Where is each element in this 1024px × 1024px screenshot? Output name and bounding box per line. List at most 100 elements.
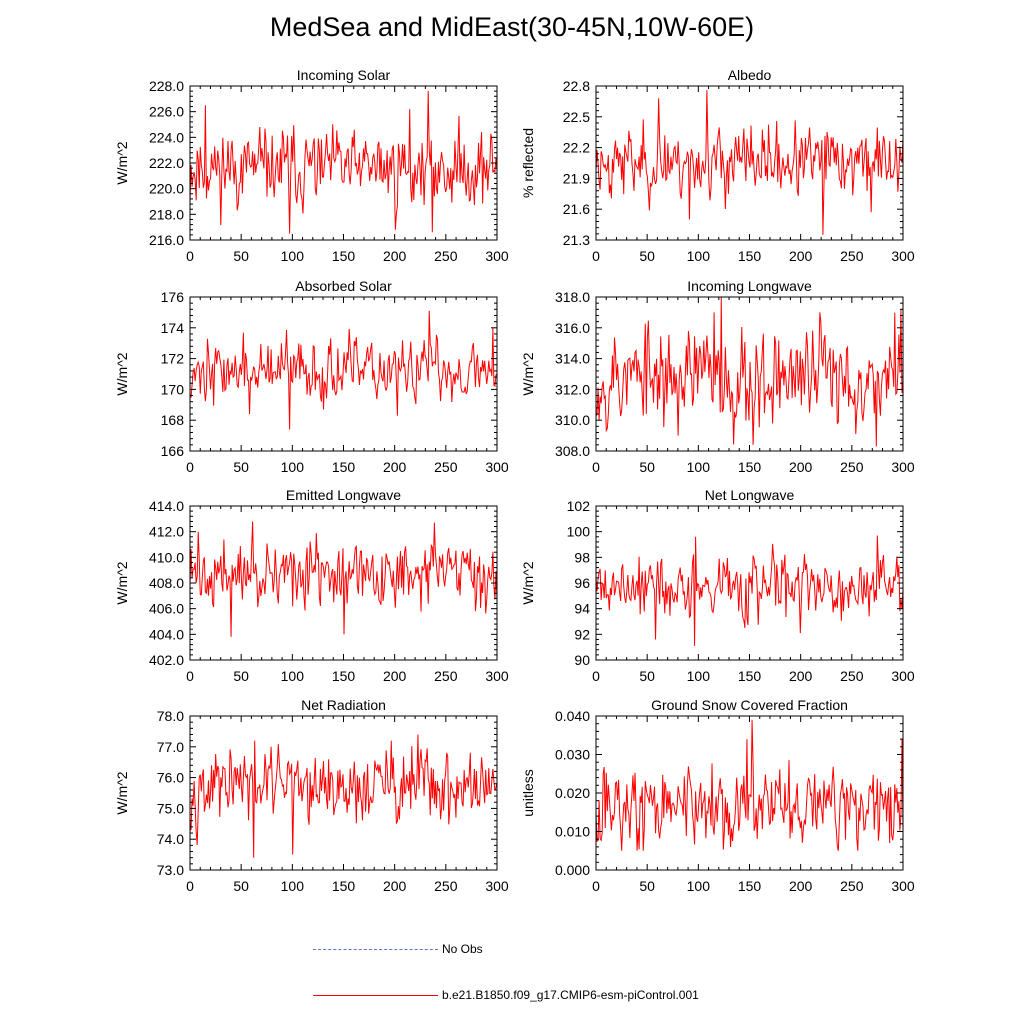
x-tick-label: 50 [639, 248, 655, 264]
panel-absorbed-solar: Absorbed Solar W/m^2 0 50 100 150 200 250 300 166… [114, 278, 509, 475]
x-tick-label: 0 [592, 459, 600, 475]
y-tick-label: 314.0 [555, 351, 590, 367]
y-tick-label: 404.0 [149, 626, 184, 642]
x-tick-label: 50 [233, 668, 249, 684]
y-tick-label: 310.0 [555, 412, 590, 428]
x-tick-label: 50 [639, 878, 655, 894]
y-tick-label: 22.2 [563, 140, 590, 156]
figure-title: MedSea and MidEast(30-45N,10W-60E) [269, 12, 755, 42]
y-tick-label: 21.3 [563, 232, 590, 248]
y-tick-label: 94 [574, 601, 590, 617]
y-tick-label: 22.8 [563, 78, 590, 94]
panel-emitted-longwave: Emitted Longwave W/m^2 0 50 100 150 200 250 300 4… [114, 487, 509, 684]
panel-title: Net Longwave [705, 487, 795, 503]
x-tick-label: 300 [485, 668, 509, 684]
panel-title: Ground Snow Covered Fraction [651, 697, 848, 713]
series-line [596, 719, 903, 851]
x-tick-label: 300 [891, 668, 915, 684]
series-line [596, 297, 903, 447]
y-tick-label: 414.0 [149, 498, 184, 514]
y-tick-label: 216.0 [149, 232, 184, 248]
x-tick-label: 0 [186, 248, 194, 264]
legend-model-label: b.e21.B1850.f09_g17.CMIP6-esm-piControl.… [442, 988, 699, 1002]
y-tick-label: 0.030 [555, 747, 590, 763]
panel-title: Incoming Longwave [687, 278, 812, 294]
y-tick-label: 0.000 [555, 862, 590, 878]
x-tick-label: 0 [186, 878, 194, 894]
y-tick-label: 220.0 [149, 181, 184, 197]
x-tick-label: 100 [281, 878, 305, 894]
y-tick-label: 0.040 [555, 708, 590, 724]
y-tick-label: 168 [161, 412, 185, 428]
y-tick-label: 226.0 [149, 104, 184, 120]
x-tick-label: 50 [233, 248, 249, 264]
x-tick-label: 100 [687, 459, 711, 475]
y-tick-label: 318.0 [555, 289, 590, 305]
legend-model-swatch [313, 994, 438, 996]
panel-ground-snow-covered-fraction: Ground Snow Covered Fraction unitless 0 50 1… [520, 697, 915, 894]
x-tick-label: 300 [891, 878, 915, 894]
y-tick-label: 166 [161, 443, 185, 459]
series-line [596, 535, 903, 646]
x-tick-label: 150 [738, 459, 762, 475]
legend-obs: No Obs [313, 942, 483, 956]
panel-albedo: Albedo % reflected 0 50 100 150 200 250 300 21.3 2… [520, 67, 915, 264]
y-axis-label: W/m^2 [114, 141, 130, 184]
plot-frame [189, 85, 498, 241]
x-tick-label: 50 [233, 459, 249, 475]
y-tick-label: 312.0 [555, 381, 590, 397]
y-tick-label: 174 [161, 320, 185, 336]
y-tick-label: 218.0 [149, 206, 184, 222]
y-tick-label: 76.0 [157, 770, 184, 786]
x-tick-label: 250 [434, 248, 458, 264]
panel-title: Albedo [728, 67, 772, 83]
y-tick-label: 73.0 [157, 862, 184, 878]
x-tick-label: 50 [233, 878, 249, 894]
series-line [190, 91, 497, 234]
x-tick-label: 250 [434, 668, 458, 684]
x-tick-label: 250 [840, 878, 864, 894]
x-tick-label: 300 [891, 248, 915, 264]
x-tick-label: 200 [789, 878, 813, 894]
legend-model: b.e21.B1850.f09_g17.CMIP6-esm-piControl.… [313, 988, 699, 1002]
y-tick-label: 176 [161, 289, 185, 305]
y-tick-label: 410.0 [149, 549, 184, 565]
y-tick-label: 406.0 [149, 601, 184, 617]
y-tick-label: 92 [574, 626, 590, 642]
x-tick-label: 0 [186, 459, 194, 475]
x-tick-label: 100 [687, 248, 711, 264]
x-tick-label: 0 [186, 668, 194, 684]
x-tick-label: 150 [332, 248, 356, 264]
y-tick-label: 308.0 [555, 443, 590, 459]
x-tick-label: 250 [840, 248, 864, 264]
x-tick-label: 150 [332, 459, 356, 475]
panel-incoming-longwave: Incoming Longwave W/m^2 0 50 100 150 200 250 300… [520, 278, 915, 475]
y-tick-label: 100 [567, 524, 591, 540]
x-tick-label: 200 [383, 878, 407, 894]
x-tick-label: 50 [639, 668, 655, 684]
x-tick-label: 100 [687, 668, 711, 684]
series-line [596, 90, 903, 235]
panel-net-radiation: Net Radiation W/m^2 0 50 100 150 200 250 300 73.0… [114, 697, 509, 894]
x-tick-label: 200 [789, 248, 813, 264]
x-tick-label: 250 [840, 668, 864, 684]
y-axis-label: W/m^2 [520, 352, 536, 395]
x-tick-label: 200 [789, 459, 813, 475]
y-tick-label: 0.010 [555, 824, 590, 840]
x-tick-label: 100 [281, 248, 305, 264]
x-tick-label: 250 [434, 878, 458, 894]
x-tick-label: 300 [485, 459, 509, 475]
legend-obs-swatch [313, 948, 438, 950]
y-tick-label: 222.0 [149, 155, 184, 171]
y-tick-label: 74.0 [157, 831, 184, 847]
series-line [190, 310, 497, 430]
y-tick-label: 228.0 [149, 78, 184, 94]
y-tick-label: 96 [574, 575, 590, 591]
panel-title: Net Radiation [301, 697, 386, 713]
x-tick-label: 0 [592, 248, 600, 264]
panel-incoming-solar: Incoming Solar W/m^2 0 50 100 150 200 250 300 216… [114, 67, 509, 264]
y-tick-label: 78.0 [157, 708, 184, 724]
y-tick-label: 224.0 [149, 129, 184, 145]
x-tick-label: 200 [383, 248, 407, 264]
